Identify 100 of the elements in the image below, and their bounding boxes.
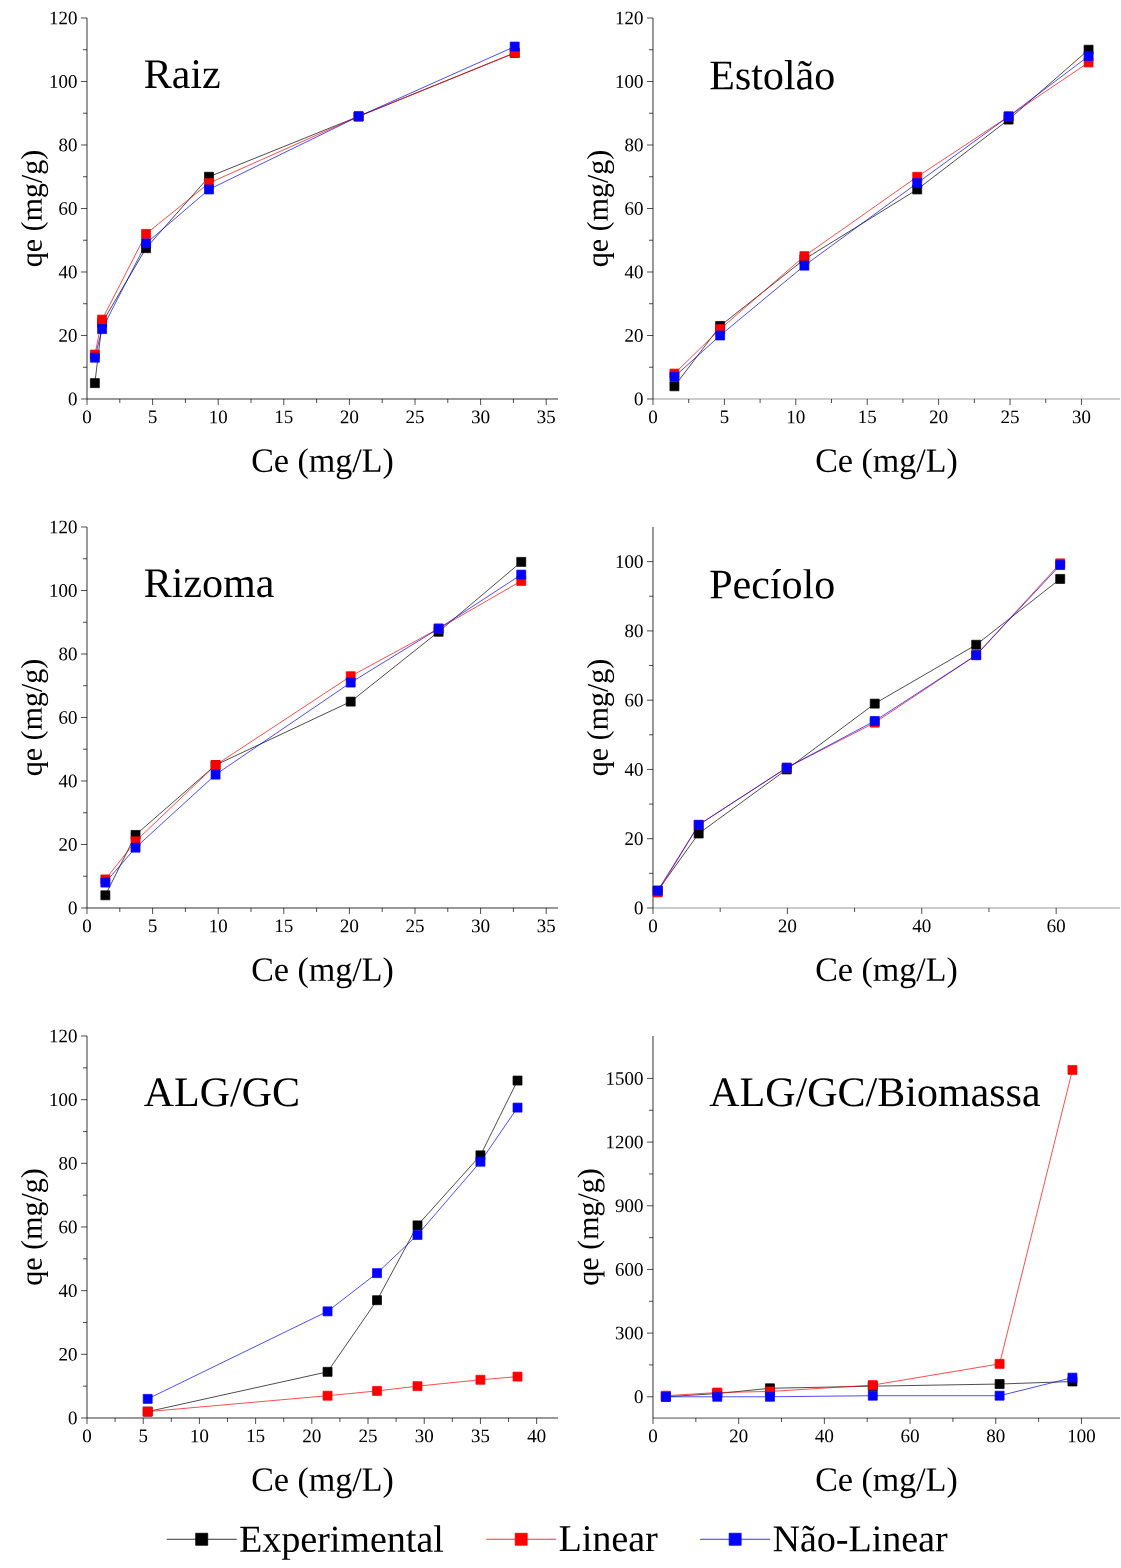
- y-tick-label: 100: [50, 584, 77, 597]
- y-tick-label: 300: [615, 1326, 643, 1340]
- y-tick-label: 120: [50, 11, 77, 25]
- x-axis-title: Ce (mg/L): [252, 1467, 393, 1499]
- x-tick-label: 0: [648, 919, 658, 933]
- y-tick-label: 60: [625, 693, 643, 707]
- x-tick-label: 15: [275, 410, 293, 424]
- x-tick-label: 25: [359, 1429, 377, 1443]
- legend-label: Linear: [559, 1525, 658, 1552]
- y-tick-label: 60: [59, 1220, 77, 1234]
- y-tick-label: 80: [59, 1156, 77, 1170]
- text: Pecíolo: [710, 569, 834, 599]
- x-tick-label: 40: [527, 1429, 546, 1443]
- y-axis-title: qe (mg/g): [577, 1169, 605, 1285]
- y-tick-label: 1200: [607, 1135, 643, 1149]
- y-axis-title: qe (mg/g): [586, 660, 615, 776]
- x-tick-label: 80: [986, 1429, 1005, 1443]
- text: Estolão: [710, 60, 834, 90]
- y-tick-label: 100: [50, 75, 77, 88]
- y-axis-title: qe (mg/g): [20, 151, 49, 267]
- x-tick-label: 5: [148, 410, 157, 424]
- x-tick-label: 20: [778, 919, 797, 933]
- x-tick-label: 35: [471, 1429, 490, 1443]
- x-tick-label: 20: [340, 919, 359, 933]
- x-axis-title: Ce (mg/L): [816, 448, 957, 480]
- y-tick-label: 100: [616, 75, 643, 88]
- x-tick-label: 25: [1001, 410, 1019, 424]
- x-tick-label: 25: [406, 919, 424, 933]
- y-tick-label: 600: [615, 1263, 643, 1276]
- x-axis-title: Ce (mg/L): [816, 1467, 957, 1499]
- x-tick-label: 30: [415, 1429, 433, 1443]
- x-tick-label: 40: [815, 1429, 834, 1443]
- y-tick-label: 60: [59, 711, 77, 724]
- x-tick-label: 0: [82, 1429, 92, 1443]
- text: Rizoma: [144, 569, 274, 598]
- x-tick-label: 20: [340, 410, 359, 424]
- x-tick-label: 25: [406, 410, 424, 424]
- x-tick-label: 5: [720, 410, 729, 424]
- x-tick-label: 5: [139, 1429, 148, 1443]
- y-tick-label: 20: [625, 832, 643, 846]
- x-tick-label: 30: [472, 919, 490, 933]
- y-tick-label: 40: [58, 265, 77, 279]
- y-tick-label: 120: [616, 11, 643, 25]
- y-axis-title: qe (mg/g): [20, 660, 49, 776]
- text: ALG/GC: [144, 1078, 298, 1107]
- x-tick-label: 20: [303, 1429, 321, 1443]
- y-tick-label: 100: [50, 1093, 77, 1107]
- y-tick-label: 40: [58, 774, 77, 788]
- x-tick-label: 10: [210, 919, 227, 933]
- y-tick-label: 1500: [607, 1072, 643, 1085]
- x-axis-title: Ce (mg/L): [816, 957, 957, 989]
- legend-label: Não-Linear: [773, 1525, 948, 1552]
- x-tick-label: 30: [1072, 410, 1091, 424]
- x-tick-label: 0: [648, 410, 658, 424]
- y-tick-label: 20: [59, 1347, 77, 1361]
- x-tick-label: 5: [148, 919, 157, 933]
- x-tick-label: 15: [275, 919, 293, 933]
- x-tick-label: 20: [730, 1429, 748, 1443]
- y-tick-label: 0: [68, 1411, 77, 1425]
- x-tick-label: 15: [247, 1429, 265, 1443]
- y-tick-label: 0: [68, 901, 77, 915]
- x-tick-label: 0: [648, 1429, 658, 1443]
- x-tick-label: 15: [859, 410, 876, 424]
- x-tick-label: 35: [537, 410, 555, 424]
- y-tick-label: 900: [615, 1199, 643, 1213]
- x-tick-label: 40: [912, 919, 931, 933]
- y-tick-label: 0: [634, 392, 643, 406]
- y-tick-label: 20: [59, 329, 77, 342]
- text: Raiz: [144, 60, 220, 89]
- x-tick-label: 20: [929, 410, 948, 424]
- y-tick-label: 0: [634, 1390, 643, 1404]
- x-tick-label: 60: [1047, 919, 1065, 933]
- y-tick-label: 80: [625, 138, 643, 152]
- x-tick-label: 10: [210, 410, 227, 424]
- y-tick-label: 80: [59, 138, 77, 152]
- x-tick-label: 10: [787, 410, 805, 424]
- text: ALG/GC/Biomassa: [709, 1078, 1040, 1107]
- y-tick-label: 60: [625, 202, 643, 215]
- y-tick-label: 120: [50, 1029, 77, 1043]
- x-tick-label: 0: [82, 410, 92, 424]
- legend-label: Experimental: [240, 1525, 444, 1560]
- y-tick-label: 40: [58, 1284, 77, 1298]
- y-tick-label: 40: [624, 265, 643, 279]
- y-tick-label: 0: [634, 901, 643, 915]
- x-axis-title: Ce (mg/L): [252, 448, 393, 480]
- x-tick-label: 0: [82, 919, 92, 933]
- x-tick-label: 100: [1068, 1429, 1095, 1443]
- y-tick-label: 120: [50, 520, 77, 534]
- y-tick-label: 20: [625, 329, 643, 342]
- y-axis-title: qe (mg/g): [20, 1169, 49, 1285]
- y-tick-label: 20: [59, 838, 77, 851]
- y-axis-title: qe (mg/g): [586, 151, 615, 267]
- y-tick-label: 40: [624, 763, 643, 776]
- x-tick-label: 10: [191, 1429, 209, 1443]
- x-tick-label: 60: [901, 1429, 919, 1443]
- y-tick-label: 100: [616, 555, 643, 569]
- x-tick-label: 30: [472, 410, 490, 424]
- y-tick-label: 80: [625, 624, 643, 638]
- x-axis-title: Ce (mg/L): [252, 957, 393, 989]
- y-tick-label: 80: [59, 647, 77, 661]
